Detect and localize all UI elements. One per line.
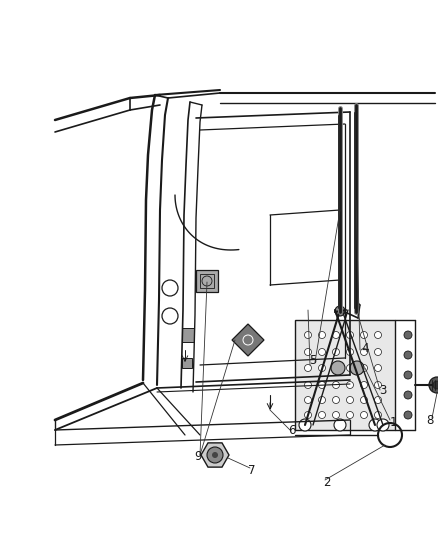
Circle shape <box>374 349 381 356</box>
Polygon shape <box>232 324 264 356</box>
Circle shape <box>374 332 381 338</box>
Circle shape <box>332 397 339 403</box>
Circle shape <box>404 371 412 379</box>
Circle shape <box>304 411 311 418</box>
Circle shape <box>318 332 325 338</box>
Circle shape <box>374 411 381 418</box>
Circle shape <box>332 382 339 389</box>
Circle shape <box>404 391 412 399</box>
Circle shape <box>318 411 325 418</box>
Circle shape <box>318 365 325 372</box>
Circle shape <box>346 411 353 418</box>
Circle shape <box>318 382 325 389</box>
Circle shape <box>332 365 339 372</box>
Circle shape <box>318 397 325 403</box>
Circle shape <box>331 361 345 375</box>
Circle shape <box>334 419 346 431</box>
Circle shape <box>346 382 353 389</box>
Circle shape <box>404 411 412 419</box>
Text: 4: 4 <box>361 342 369 354</box>
Text: 6: 6 <box>288 424 296 437</box>
Circle shape <box>360 397 367 403</box>
Circle shape <box>404 351 412 359</box>
Text: 8: 8 <box>426 414 434 426</box>
Circle shape <box>374 382 381 389</box>
Circle shape <box>346 365 353 372</box>
Circle shape <box>360 365 367 372</box>
Bar <box>182 328 194 342</box>
Text: 1: 1 <box>389 416 397 429</box>
Circle shape <box>360 382 367 389</box>
Circle shape <box>377 419 389 431</box>
Circle shape <box>369 419 381 431</box>
Circle shape <box>304 332 311 338</box>
Circle shape <box>304 382 311 389</box>
Text: 3: 3 <box>379 384 387 397</box>
Circle shape <box>374 365 381 372</box>
Circle shape <box>346 332 353 338</box>
Circle shape <box>332 332 339 338</box>
Circle shape <box>360 332 367 338</box>
Circle shape <box>350 361 364 375</box>
Circle shape <box>212 452 218 458</box>
Text: 9: 9 <box>194 449 202 463</box>
Circle shape <box>360 349 367 356</box>
Circle shape <box>304 349 311 356</box>
Circle shape <box>404 331 412 339</box>
Circle shape <box>207 447 223 463</box>
Circle shape <box>429 377 438 393</box>
Bar <box>200 274 214 288</box>
Text: 2: 2 <box>323 475 331 489</box>
Circle shape <box>304 365 311 372</box>
Circle shape <box>332 411 339 418</box>
Circle shape <box>304 397 311 403</box>
Text: 7: 7 <box>248 464 256 477</box>
Bar <box>295 320 395 430</box>
Circle shape <box>299 419 311 431</box>
Circle shape <box>346 349 353 356</box>
Circle shape <box>433 381 438 389</box>
Circle shape <box>332 349 339 356</box>
Text: 5: 5 <box>309 353 317 367</box>
Circle shape <box>318 349 325 356</box>
Polygon shape <box>201 443 229 467</box>
Bar <box>182 358 192 368</box>
Circle shape <box>374 397 381 403</box>
Circle shape <box>335 306 345 316</box>
Circle shape <box>360 411 367 418</box>
Circle shape <box>346 397 353 403</box>
Bar <box>196 270 218 292</box>
